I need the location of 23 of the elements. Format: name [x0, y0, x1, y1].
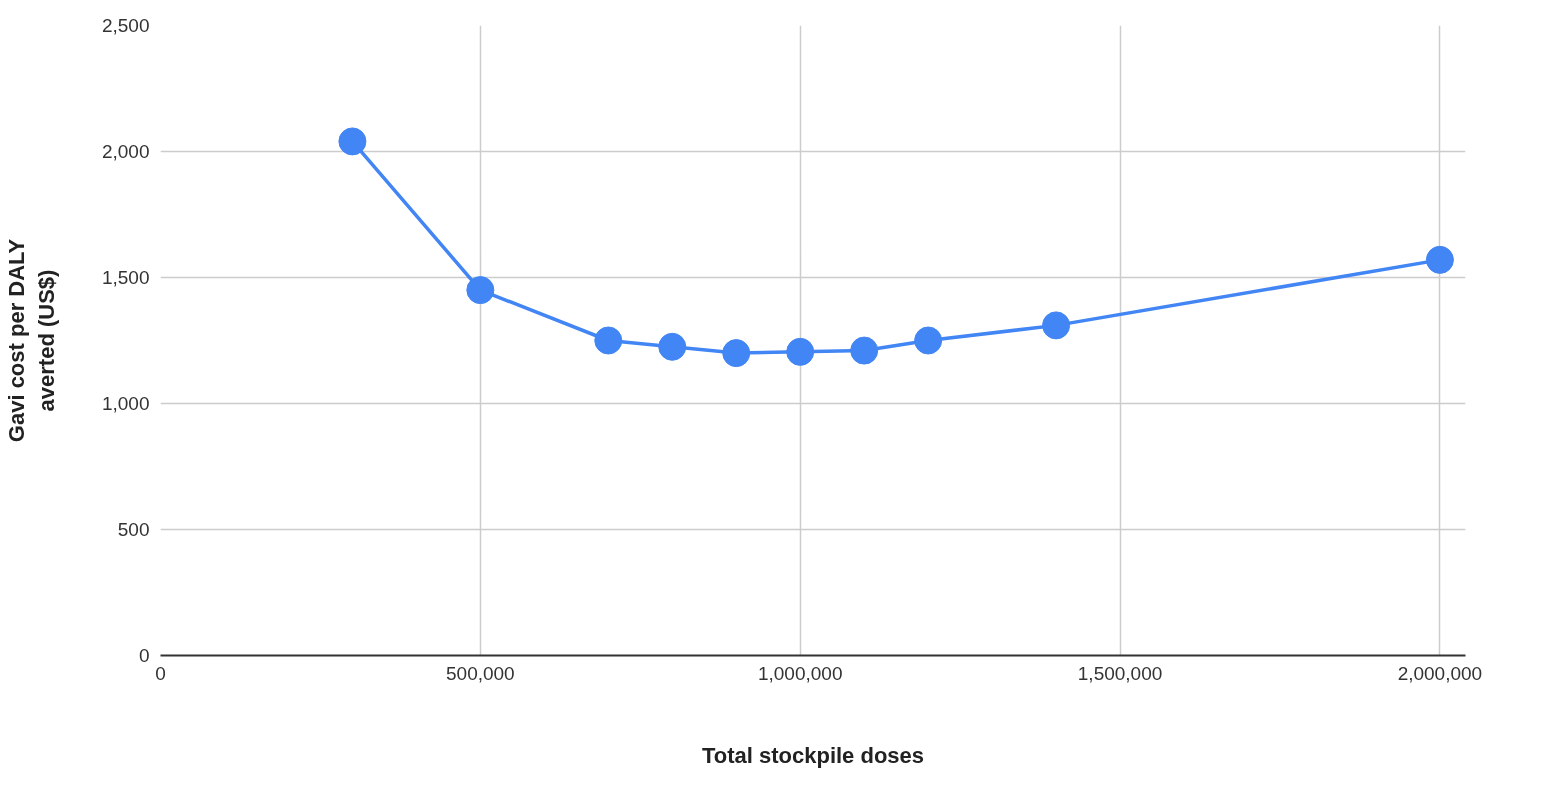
point	[850, 336, 879, 365]
y-tick-label: 500	[117, 519, 150, 540]
point	[1425, 245, 1454, 274]
x-tick-label: 1,000,000	[757, 662, 843, 684]
point	[658, 332, 687, 361]
point	[722, 339, 751, 368]
x-tick-label: 500,000	[446, 662, 515, 684]
y-tick-label: 2,500	[101, 15, 150, 36]
x-tick-label: 1,500,000	[1077, 662, 1163, 684]
point	[594, 326, 623, 355]
x-tick-label: 0	[155, 662, 166, 684]
point	[466, 276, 495, 305]
x-tick-label: 2,000,000	[1397, 662, 1483, 684]
point	[786, 337, 815, 366]
y-tick-label: 1,000	[101, 393, 150, 414]
y-axis-title: Gavi cost per DALY averted (US$)	[3, 238, 59, 443]
y-tick-label: 0	[138, 645, 150, 666]
point	[338, 127, 367, 156]
y-tick-label: 1,500	[101, 267, 150, 288]
x-axis-title: Total stockpile doses	[701, 742, 925, 768]
point	[914, 326, 943, 355]
y-tick-label: 2,000	[101, 141, 150, 162]
point	[1042, 311, 1071, 340]
